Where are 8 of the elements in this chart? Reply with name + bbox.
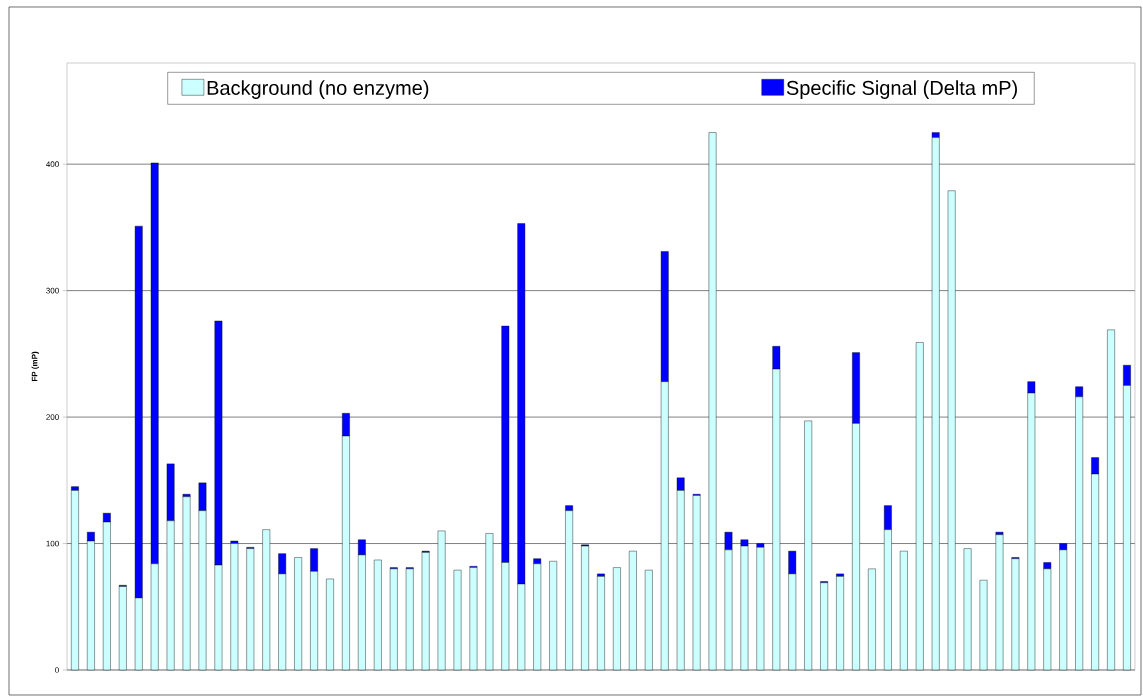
y-tick-label: 0 <box>55 667 59 673</box>
y-axis-title: FP (mP) <box>31 351 39 382</box>
y-tick-label: 200 <box>46 414 59 420</box>
y-tick-label: 100 <box>46 540 59 547</box>
legend-label: Specific Signal (Delta mP) <box>786 80 1017 99</box>
legend-label: Background (no enzyme) <box>207 80 429 99</box>
y-tick-label: 400 <box>46 161 59 167</box>
y-tick-label: 300 <box>46 287 59 294</box>
